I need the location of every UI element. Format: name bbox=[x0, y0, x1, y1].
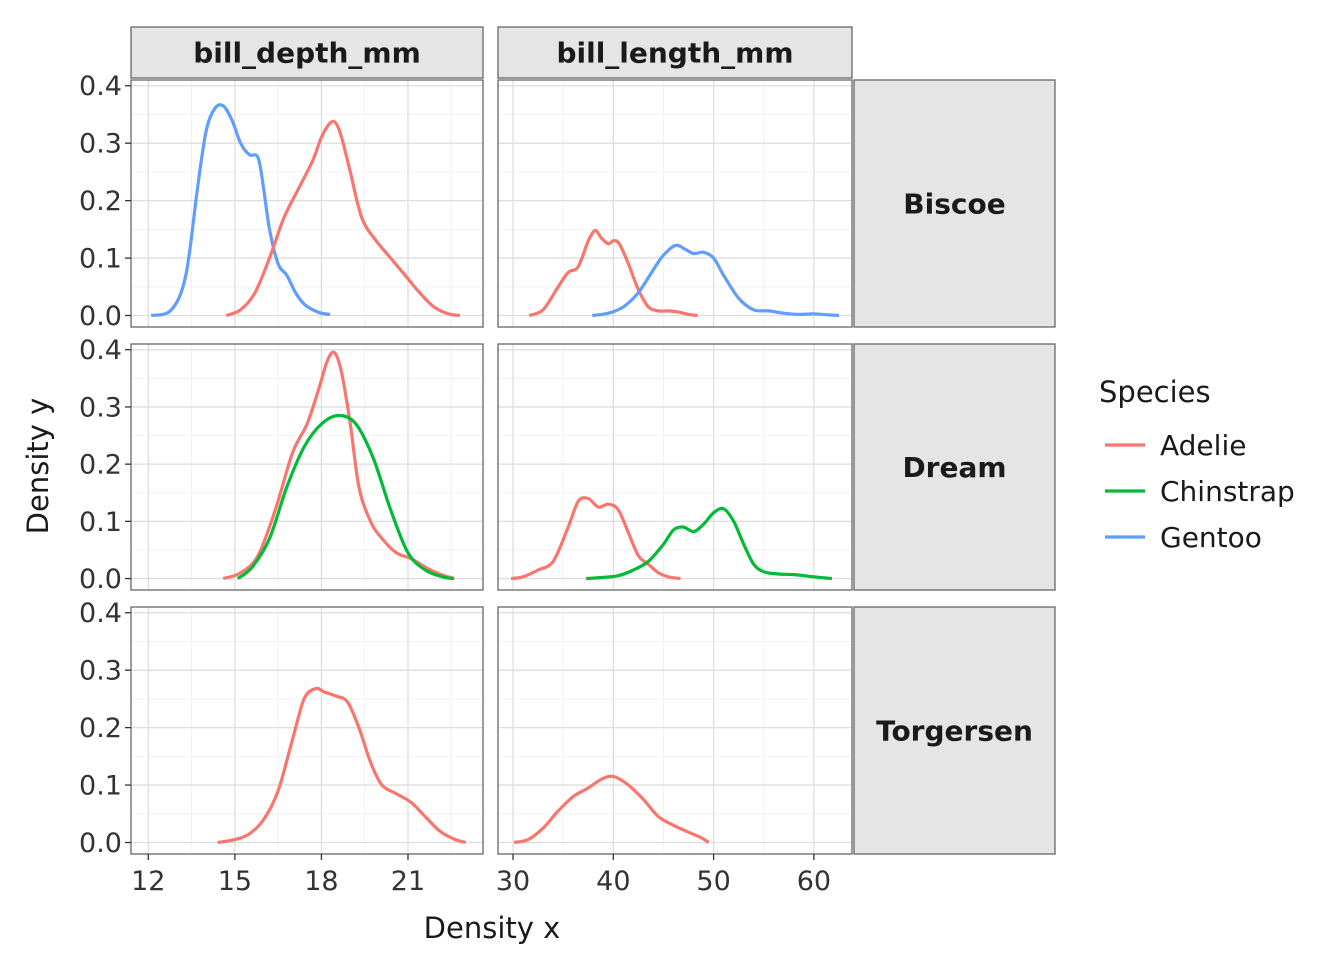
x-axis-title: Density x bbox=[424, 911, 561, 945]
panel-background bbox=[498, 344, 852, 590]
row-strip bbox=[853, 606, 1056, 855]
panel-background bbox=[131, 607, 483, 854]
y-tick-label: 0.2 bbox=[79, 186, 122, 217]
row-strip-label: Dream bbox=[902, 451, 1006, 484]
density-curve-adelie-torgersen-bill-length-mm bbox=[513, 774, 710, 845]
column-strip bbox=[497, 26, 853, 79]
y-tick-label: 0.3 bbox=[79, 656, 122, 687]
density-curve-adelie-dream-bill-length-mm bbox=[510, 496, 681, 581]
row-strip bbox=[853, 343, 1056, 591]
density-curve-chinstrap-dream-bill-depth-mm bbox=[236, 413, 455, 581]
density-curve-chinstrap-dream-bill-length-mm bbox=[586, 506, 833, 581]
y-tick-label: 0.3 bbox=[79, 129, 122, 160]
row-strip bbox=[853, 79, 1056, 328]
y-tick-label: 0.4 bbox=[79, 335, 122, 366]
y-tick-label: 0.2 bbox=[79, 713, 122, 744]
y-tick-label: 0.4 bbox=[79, 71, 122, 102]
panel-border bbox=[497, 606, 853, 855]
y-tick-label: 0.0 bbox=[79, 301, 122, 332]
x-tick-label: 40 bbox=[596, 866, 630, 897]
density-curve-adelie-biscoe-bill-length-mm bbox=[528, 228, 698, 318]
panel-background bbox=[131, 80, 483, 327]
density-curve-gentoo-biscoe-bill-depth-mm bbox=[150, 103, 331, 318]
legend-label-chinstrap: Chinstrap bbox=[1160, 475, 1295, 508]
y-tick-label: 0.2 bbox=[79, 450, 122, 481]
strip-layer: bill_depth_mm bill_length_mm Biscoe Dream To… bbox=[130, 26, 1056, 855]
panel-background bbox=[498, 80, 852, 327]
panel-background bbox=[131, 344, 483, 590]
y-tick-label: 0.1 bbox=[79, 507, 122, 538]
column-strip-label: bill_length_mm bbox=[556, 37, 793, 70]
panel-border bbox=[130, 343, 484, 591]
legend-title: Species bbox=[1099, 375, 1211, 409]
panel-border bbox=[130, 79, 484, 328]
column-strip-label: bill_depth_mm bbox=[193, 37, 421, 70]
x-tick-label: 12 bbox=[131, 866, 165, 897]
column-strip bbox=[130, 26, 484, 79]
legend: Species Adelie Chinstrap Gentoo bbox=[1099, 375, 1295, 554]
panel-border bbox=[497, 79, 853, 328]
x-tick-label: 50 bbox=[696, 866, 730, 897]
density-curve-adelie-biscoe-bill-depth-mm bbox=[225, 119, 461, 318]
panel-border bbox=[497, 343, 853, 591]
frame-layer bbox=[130, 79, 853, 855]
panel-border bbox=[130, 606, 484, 855]
y-tick-label: 0.3 bbox=[79, 392, 122, 423]
series-layer bbox=[150, 103, 840, 845]
axis-layer: 0.00.10.20.30.40.00.10.20.30.40.00.10.20… bbox=[79, 71, 831, 897]
density-curve-adelie-torgersen-bill-depth-mm bbox=[217, 686, 467, 845]
y-tick-label: 0.0 bbox=[79, 564, 122, 595]
x-tick-label: 21 bbox=[391, 866, 425, 897]
x-tick-label: 18 bbox=[304, 866, 338, 897]
row-strip-label: Torgersen bbox=[876, 715, 1033, 748]
y-tick-label: 0.4 bbox=[79, 598, 122, 629]
x-tick-label: 15 bbox=[218, 866, 252, 897]
row-strip-label: Biscoe bbox=[903, 188, 1005, 221]
density-curve-gentoo-biscoe-bill-length-mm bbox=[592, 243, 840, 318]
grid-layer bbox=[131, 80, 852, 854]
y-axis-title: Density y bbox=[21, 398, 55, 535]
x-tick-label: 30 bbox=[496, 866, 530, 897]
y-tick-label: 0.0 bbox=[79, 828, 122, 859]
legend-label-gentoo: Gentoo bbox=[1160, 521, 1262, 554]
y-tick-label: 0.1 bbox=[79, 771, 122, 802]
legend-label-adelie: Adelie bbox=[1160, 429, 1246, 462]
y-tick-label: 0.1 bbox=[79, 244, 122, 275]
x-tick-label: 60 bbox=[797, 866, 831, 897]
